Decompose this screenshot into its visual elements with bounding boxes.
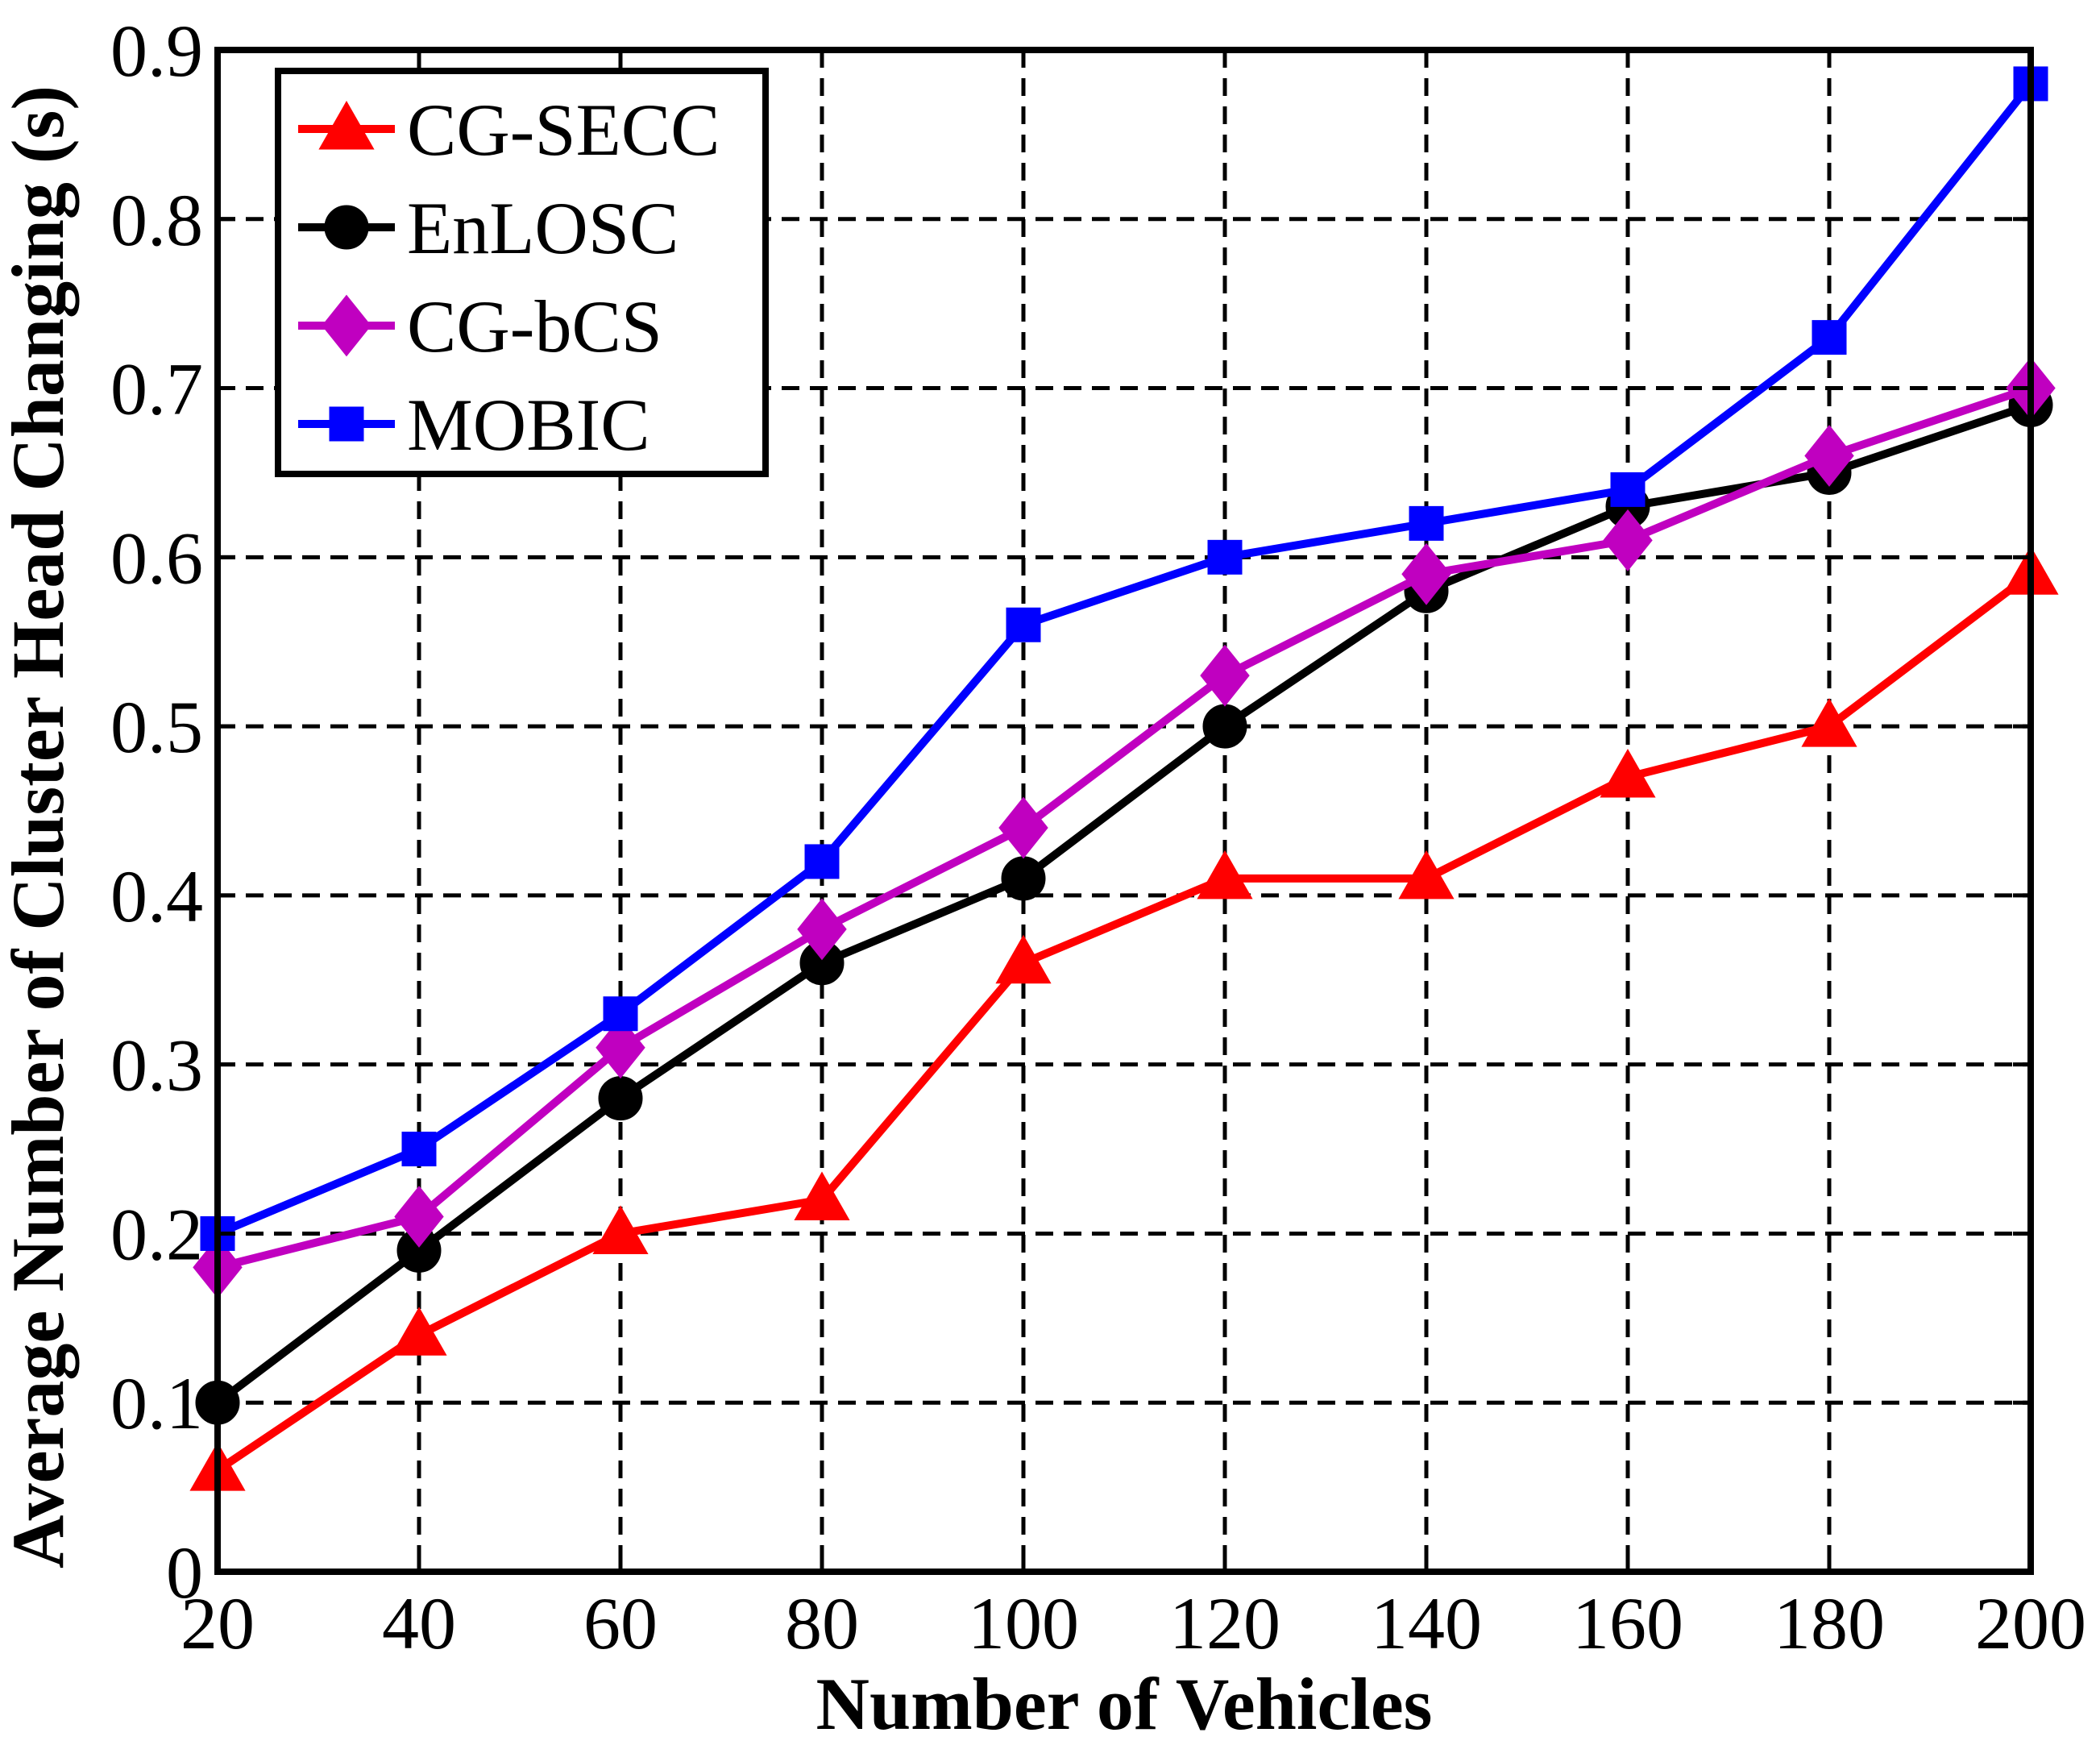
axis-ticks: 20 40 60 80 100 120 140 160 180 200 0 0.1 0.2 0.3 0.4 0…	[110, 10, 2086, 1664]
data-point-cg-bcs	[1804, 425, 1854, 487]
series-line-cg-bcs	[216, 384, 2032, 1272]
data-point-cg-secc	[1600, 749, 1656, 798]
data-point-mobic	[804, 844, 840, 879]
data-point-cg-secc	[1197, 850, 1253, 900]
data-point-mobic	[1409, 505, 1444, 541]
series-line-mobic	[216, 81, 2034, 1238]
grid	[218, 50, 2031, 1572]
x-tick-label: 200	[1975, 1582, 2086, 1664]
legend-marker-cg-secc	[318, 100, 375, 150]
data-point-cg-bcs	[797, 898, 847, 961]
x-tick-label: 140	[1371, 1582, 1482, 1664]
y-tick-label: 0.3	[110, 1024, 203, 1107]
x-tick-label: 60	[583, 1582, 658, 1664]
data-point-enlosc	[1001, 856, 1046, 901]
data-point-mobic	[1006, 607, 1041, 642]
x-tick-label: 120	[1169, 1582, 1280, 1664]
y-tick-label: 0.5	[110, 686, 203, 768]
data-point-cg-bcs	[394, 1186, 444, 1248]
data-point-enlosc	[1202, 704, 1247, 749]
series-cg-secc	[189, 546, 2059, 1491]
y-tick-label: 0.1	[110, 1362, 203, 1444]
data-point-cg-bcs	[1401, 542, 1451, 605]
x-tick-label: 80	[785, 1582, 859, 1664]
series-cg-bcs	[193, 357, 2056, 1298]
data-point-mobic	[401, 1132, 437, 1167]
series-enlosc	[195, 383, 2053, 1425]
data-point-cg-secc	[592, 1205, 649, 1254]
y-axis-title: Average Number of Cluster Head Changing …	[0, 85, 79, 1569]
x-tick-label: 40	[382, 1582, 456, 1664]
legend-label-mobic: MOBIC	[407, 384, 650, 466]
legend-label-cg-secc: CG-SECC	[407, 89, 720, 171]
y-tick-label: 0.2	[110, 1193, 203, 1275]
data-point-cg-secc	[1398, 850, 1455, 900]
data-point-cg-secc	[794, 1171, 850, 1220]
legend-marker-enlosc	[324, 205, 369, 250]
x-tick-label: 180	[1774, 1582, 1885, 1664]
data-point-cg-secc	[995, 934, 1052, 984]
plot-frame	[214, 47, 2034, 1575]
series-mobic	[200, 66, 2048, 1251]
data-point-cg-bcs	[998, 796, 1048, 859]
legend-marker-mobic	[329, 406, 364, 442]
x-tick-label: 160	[1572, 1582, 1683, 1664]
legend-label-cg-bcs: CG-bCS	[407, 285, 662, 368]
legend-label-enlosc: EnLOSC	[407, 187, 679, 269]
series-lines	[189, 66, 2059, 1491]
y-tick-label: 0.4	[110, 855, 203, 937]
x-tick-label: 100	[968, 1582, 1079, 1664]
data-point-mobic	[1207, 539, 1243, 575]
data-point-cg-bcs	[1603, 509, 1653, 571]
data-point-mobic	[1610, 472, 1646, 507]
y-tick-label: 0.7	[110, 348, 203, 430]
legend-marker-cg-bcs	[322, 294, 371, 357]
legend: CG-SECC EnLOSC CG-bCS MOBIC	[275, 68, 769, 477]
y-tick-label: 0.6	[110, 517, 203, 599]
data-point-enlosc	[598, 1076, 643, 1121]
series-line-enlosc	[214, 401, 2032, 1407]
data-point-cg-secc	[391, 1307, 447, 1356]
data-point-mobic	[603, 996, 638, 1032]
series-line-cg-secc	[215, 571, 2034, 1474]
y-tick-label: 0	[166, 1531, 203, 1614]
data-point-mobic	[1812, 320, 1847, 355]
y-tick-label: 0.9	[110, 10, 203, 92]
x-tick-label: 20	[181, 1582, 255, 1664]
data-point-cg-bcs	[596, 1016, 645, 1079]
y-tick-label: 0.8	[110, 179, 203, 261]
x-axis-title: Number of Vehicles	[816, 1663, 1433, 1741]
data-point-cg-bcs	[1200, 644, 1250, 707]
data-point-cg-secc	[1801, 698, 1857, 747]
